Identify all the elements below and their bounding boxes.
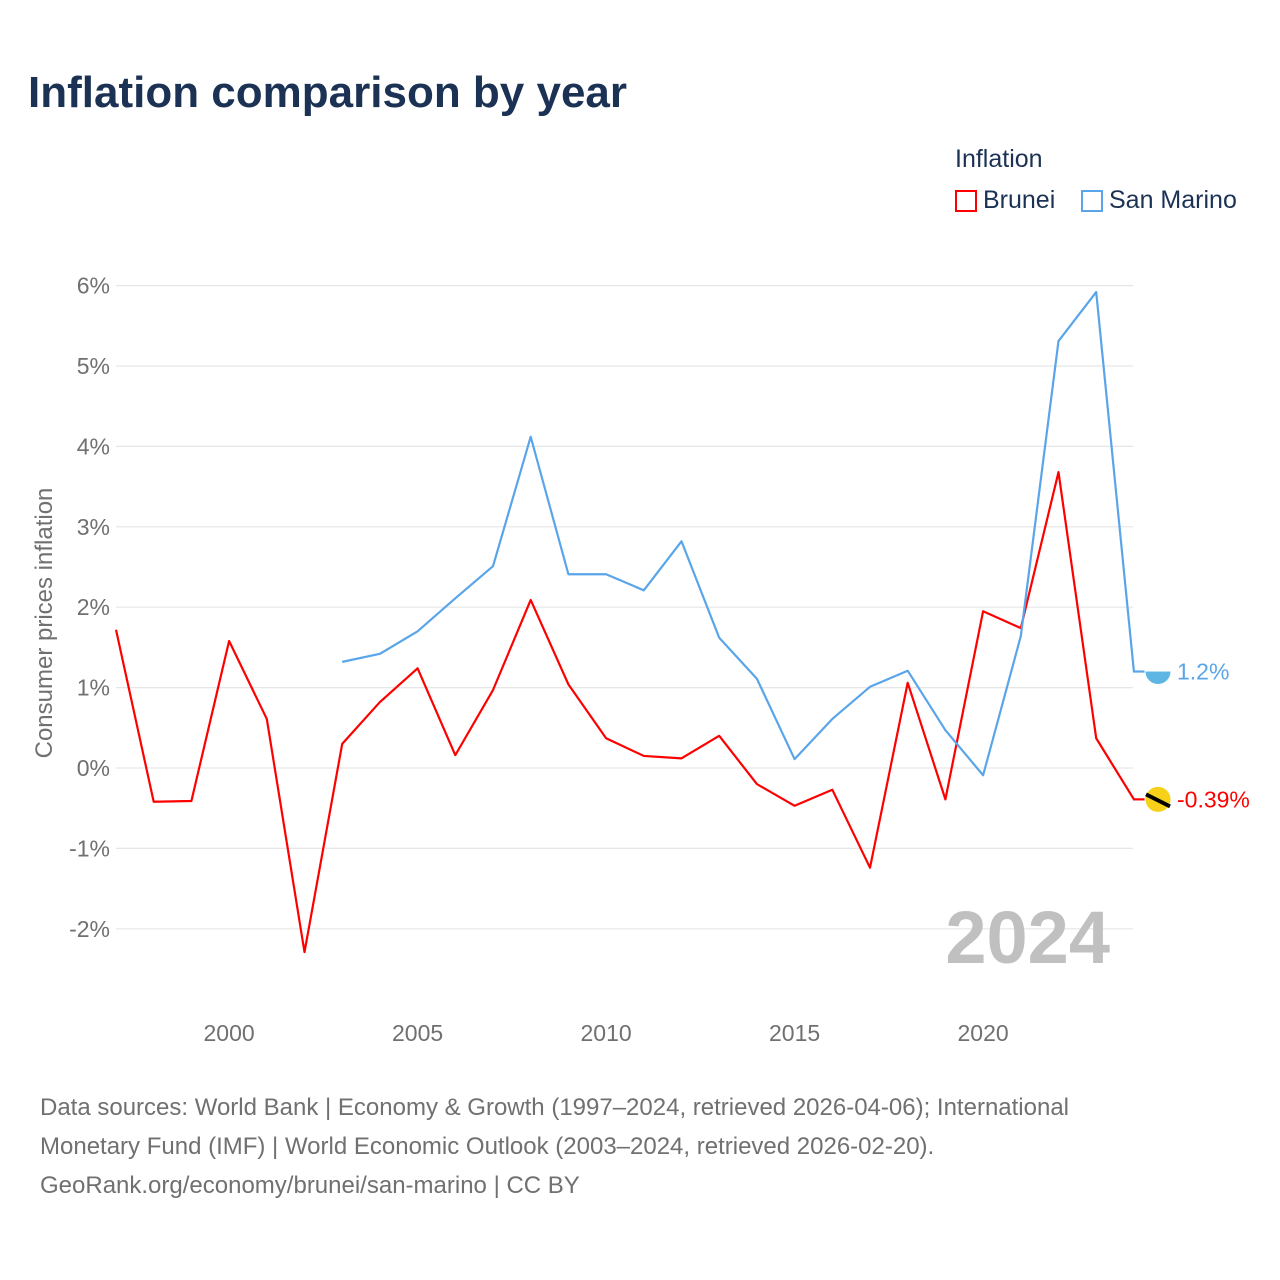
y-tick-label: -1% xyxy=(69,835,110,861)
x-tick-label: 2000 xyxy=(204,1020,255,1046)
flag-stripe xyxy=(1145,792,1171,809)
flag-stripe xyxy=(1145,658,1171,672)
y-tick-label: 1% xyxy=(77,675,110,701)
y-tick-label: 4% xyxy=(77,433,110,459)
y-tick-label: 0% xyxy=(77,755,110,781)
x-tick-label: 2015 xyxy=(769,1020,820,1046)
y-tick-label: -2% xyxy=(69,916,110,942)
x-tick-label: 2005 xyxy=(392,1020,443,1046)
end-label-san-marino: 1.2% xyxy=(1177,659,1229,685)
legend-swatch-san-marino xyxy=(1081,189,1103,212)
footer: Data sources: World Bank | Economy & Gro… xyxy=(40,1088,1240,1205)
y-tick-label: 3% xyxy=(77,514,110,540)
plot-area: 6% 5% 4% 3% 2% 1% 0% -1% -2% 2000 2005 2010 2015 2020… xyxy=(31,273,1250,1046)
footer-sources-1: Data sources: World Bank | Economy & Gro… xyxy=(40,1094,1070,1121)
x-tick-label: 2020 xyxy=(958,1020,1009,1046)
legend-item-brunei[interactable]: Brunei xyxy=(955,186,1055,215)
year-watermark: 2024 xyxy=(945,896,1110,979)
chart-title: Inflation comparison by year xyxy=(28,68,628,117)
legend-item-san-marino[interactable]: San Marino xyxy=(1081,186,1237,215)
footer-credit[interactable]: GeoRank.org/economy/brunei/san-marino | … xyxy=(40,1172,580,1199)
end-label-brunei: -0.39% xyxy=(1177,786,1250,812)
y-tick-label: 2% xyxy=(77,594,110,620)
x-tick-label: 2010 xyxy=(581,1020,632,1046)
y-tick-label: 6% xyxy=(77,273,110,299)
legend-swatch-brunei xyxy=(955,189,977,212)
footer-sources-2: Monetary Fund (IMF) | World Economic Out… xyxy=(40,1133,935,1160)
legend-title: Inflation xyxy=(955,145,1043,173)
series-line-san-marino xyxy=(341,290,1135,777)
y-axis-label: Consumer prices inflation xyxy=(31,488,58,759)
series-line-brunei xyxy=(114,471,1135,954)
legend-label: San Marino xyxy=(1109,186,1237,214)
legend-label: Brunei xyxy=(983,186,1056,214)
y-tick-label: 5% xyxy=(77,353,110,379)
